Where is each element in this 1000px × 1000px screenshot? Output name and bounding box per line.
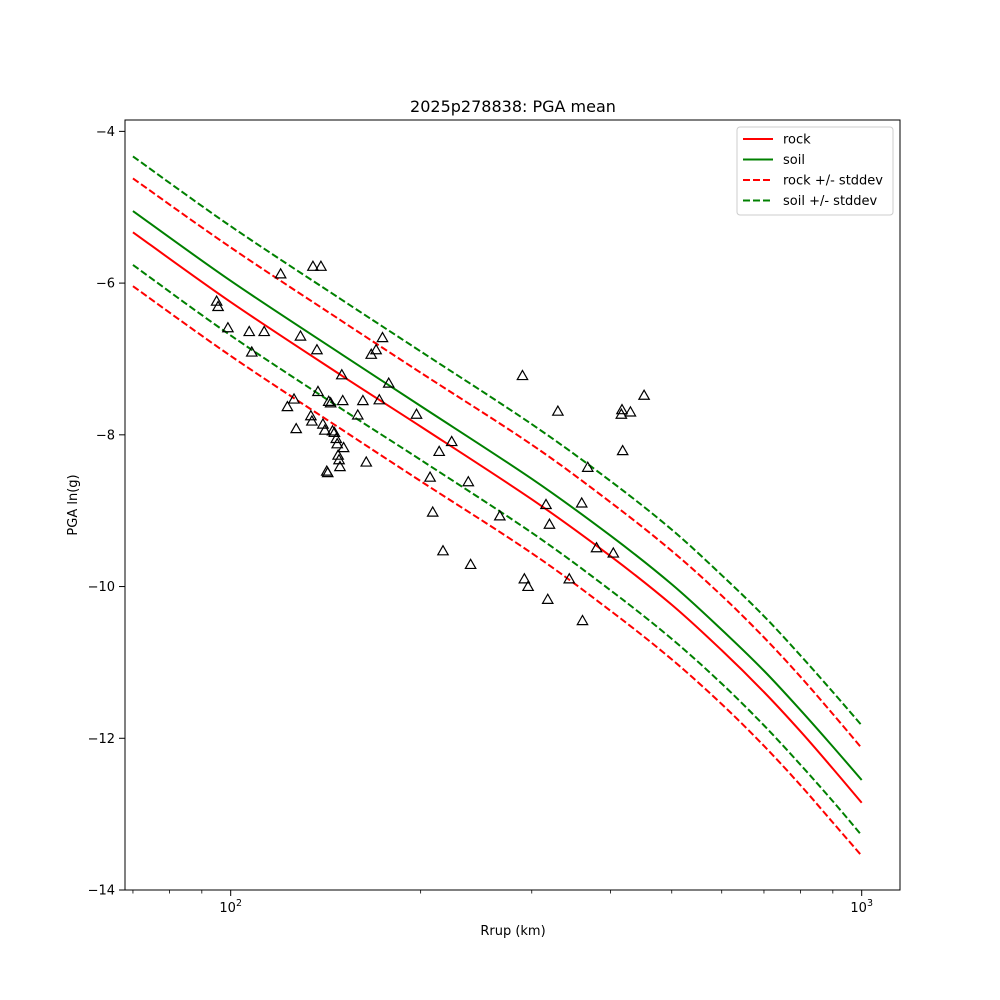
observation-point <box>245 345 259 357</box>
observation-point <box>581 461 594 472</box>
x-axis-label: Rrup (km) <box>480 924 545 939</box>
y-tick-label: −10 <box>88 580 115 595</box>
legend: rock soil rock +/- stddev soil +/- stddev <box>736 126 894 216</box>
observation-point <box>382 376 395 388</box>
observation-point <box>335 368 349 380</box>
observation-point <box>615 403 629 415</box>
observation-point <box>410 407 423 419</box>
legend-label: soil +/- stddev <box>783 194 878 209</box>
observation-point <box>563 572 576 584</box>
series-line-4 <box>132 155 863 727</box>
y-axis: −4 −6 −8 −10 −12 −14 <box>88 125 125 899</box>
observation-point <box>221 321 235 333</box>
observation-point <box>324 396 337 408</box>
observation-point <box>376 331 389 343</box>
observation-point <box>369 343 383 355</box>
observation-point <box>310 343 324 355</box>
observation-point <box>590 541 603 553</box>
observation-point <box>294 329 307 341</box>
y-tick-label: −6 <box>96 277 115 292</box>
observation-point <box>281 400 294 412</box>
observation-point <box>306 260 320 271</box>
observation-point <box>445 435 458 447</box>
observation-point <box>257 325 271 337</box>
observation-point <box>304 409 318 421</box>
legend-label: rock +/- stddev <box>783 174 883 189</box>
legend-box <box>736 126 894 216</box>
observation-point <box>576 614 589 626</box>
y-axis-label: PGA ln(g) <box>66 474 81 535</box>
observation-point <box>211 300 225 312</box>
observation-point <box>432 445 446 457</box>
y-tick-label: −4 <box>96 125 115 140</box>
observation-point <box>322 395 335 406</box>
observation-point <box>360 455 373 467</box>
plot-frame <box>124 119 901 891</box>
x-axis: 102 103 <box>132 890 873 916</box>
observation-point <box>351 408 365 420</box>
observation-point <box>318 423 332 435</box>
observation-point <box>331 448 345 460</box>
observation-point <box>210 294 223 306</box>
observation-point <box>624 405 637 417</box>
observation-point <box>518 572 531 584</box>
observation-point <box>541 593 554 604</box>
observation-point <box>539 498 553 510</box>
observation-point <box>462 475 475 487</box>
x-tick-label: 102 <box>219 898 242 916</box>
observation-point <box>493 509 507 521</box>
observation-point <box>326 424 339 436</box>
observation-point <box>637 388 651 400</box>
observation-point <box>287 392 301 404</box>
legend-label: rock <box>783 133 811 148</box>
observations-layer <box>210 260 651 626</box>
x-tick-label: 103 <box>850 898 873 916</box>
series-line-5 <box>132 264 863 837</box>
series-line-2 <box>132 177 863 749</box>
observation-point <box>305 414 319 426</box>
legend-label: soil <box>783 153 805 168</box>
observation-point <box>314 260 328 271</box>
observation-point <box>423 470 437 482</box>
observation-point <box>330 437 344 449</box>
observation-point <box>330 432 343 444</box>
observation-point <box>436 544 450 556</box>
observation-point <box>464 558 477 570</box>
observation-point <box>616 444 629 456</box>
series-line-0 <box>132 231 863 804</box>
observation-point <box>242 325 256 337</box>
observation-point <box>289 422 303 434</box>
observation-point <box>336 394 349 406</box>
observation-point <box>607 546 620 558</box>
observation-point <box>426 505 439 517</box>
observation-point <box>543 517 556 529</box>
observation-point <box>575 496 588 508</box>
y-tick-label: −8 <box>96 428 115 443</box>
observation-point <box>516 369 529 381</box>
observation-point <box>551 404 565 416</box>
observation-point <box>356 394 370 406</box>
y-tick-label: −12 <box>88 732 115 747</box>
observation-point <box>521 580 535 592</box>
observation-point <box>373 393 386 405</box>
observation-point <box>337 441 350 453</box>
observation-point <box>274 267 287 279</box>
observation-point <box>333 460 347 472</box>
observation-point <box>321 466 334 478</box>
y-tick-label: −14 <box>88 884 115 899</box>
chart-title: 2025p278838: PGA mean <box>410 97 616 116</box>
observation-point <box>311 385 325 397</box>
series-line-1 <box>132 210 863 781</box>
